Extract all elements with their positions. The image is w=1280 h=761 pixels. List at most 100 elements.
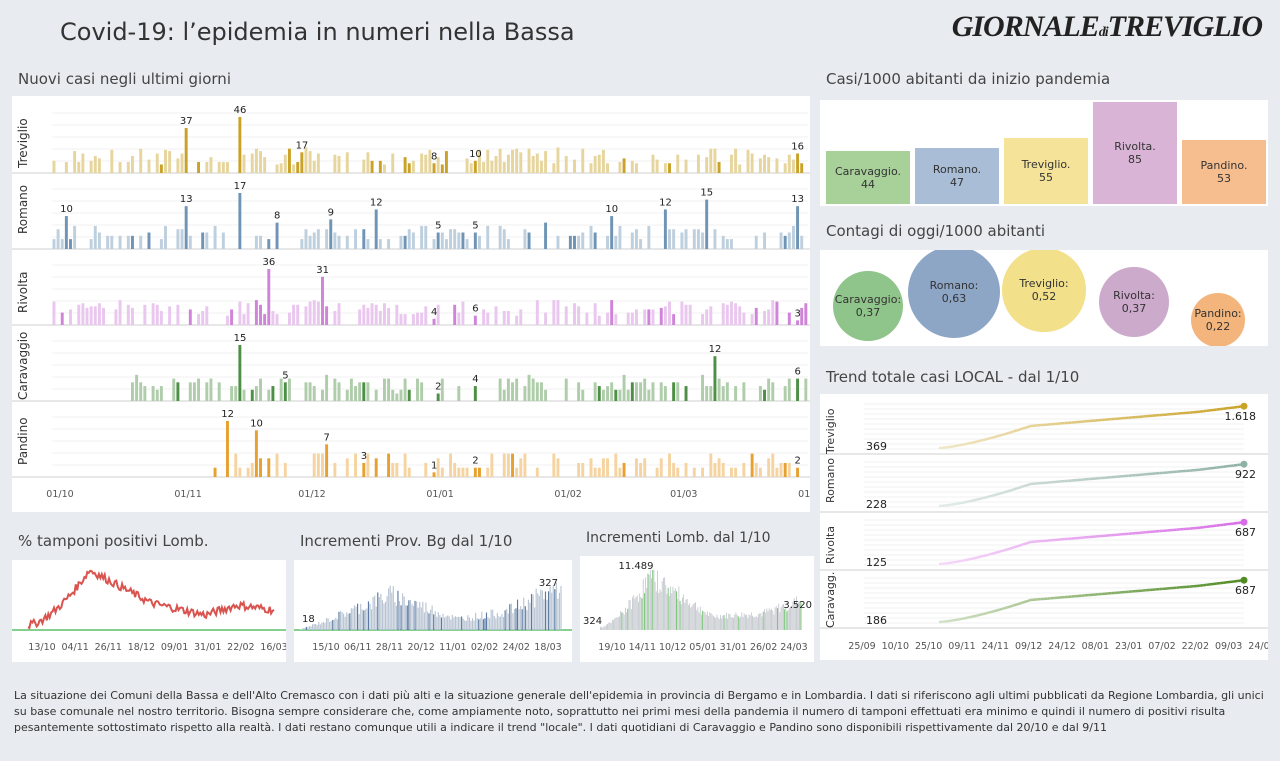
bar-romano xyxy=(577,235,581,249)
prov-bar xyxy=(502,617,505,630)
prov-bar xyxy=(454,616,456,630)
bar-romano xyxy=(713,229,717,249)
bar-romano xyxy=(403,235,407,249)
per1000-label: Treviglio. xyxy=(1021,158,1071,171)
today-value: 0,37 xyxy=(1121,301,1147,315)
lomb-bar xyxy=(723,614,725,630)
prov-bar xyxy=(495,618,497,630)
bar-treviglio xyxy=(403,157,407,173)
bar-pandino xyxy=(742,463,746,477)
bar-caravaggio xyxy=(502,389,506,401)
prov-bar xyxy=(461,616,463,630)
prov-bar xyxy=(506,608,508,630)
bar-romano xyxy=(440,232,444,249)
prov-bar xyxy=(346,612,348,630)
x-tick-label: 01/01 xyxy=(426,489,453,500)
lomb-bar xyxy=(616,617,618,630)
bar-rivolta xyxy=(763,311,766,325)
row-label: Caravagg. xyxy=(824,572,837,628)
trend-line-treviglio xyxy=(952,444,957,448)
trend-line-romano xyxy=(962,500,967,504)
value-label: 5 xyxy=(282,370,288,381)
bar-treviglio xyxy=(535,153,539,173)
bar-treviglio xyxy=(515,148,519,173)
prov-bar xyxy=(447,615,449,630)
prov-bar xyxy=(529,602,531,630)
prov-bar xyxy=(459,617,461,630)
bar-pandino xyxy=(775,467,779,477)
prov-bar xyxy=(532,594,534,630)
bar-romano xyxy=(701,232,705,249)
bar-rivolta xyxy=(626,312,630,325)
value-label: 12 xyxy=(221,409,234,420)
bar-rivolta xyxy=(577,306,581,325)
bar-romano xyxy=(213,225,217,249)
bar-romano xyxy=(354,229,358,249)
lomb-bar xyxy=(697,607,699,630)
bar-treviglio xyxy=(300,152,304,173)
bar-rivolta xyxy=(804,303,808,325)
lomb-bar xyxy=(681,597,683,630)
bar-rivolta xyxy=(60,312,64,325)
bar-rivolta xyxy=(416,312,419,325)
bar-treviglio xyxy=(589,163,593,173)
bar-treviglio xyxy=(436,157,440,173)
prov-bar xyxy=(409,599,411,630)
bar-romano xyxy=(639,239,643,249)
prov-bar xyxy=(489,618,491,630)
bar-romano xyxy=(763,232,766,249)
today-value: 0,63 xyxy=(941,292,967,305)
new-cases-title: Nuovi casi negli ultimi giorni xyxy=(18,70,231,88)
lomb-peak-label: 11.489 xyxy=(619,561,654,572)
bar-rivolta xyxy=(176,304,180,325)
prov-bar xyxy=(498,616,500,630)
bar-pandino xyxy=(606,458,610,477)
trend-line-treviglio xyxy=(986,437,991,441)
prov-bar xyxy=(397,590,399,630)
prov-bar xyxy=(400,605,402,630)
bar-caravaggio xyxy=(717,378,721,401)
bar-caravaggio xyxy=(796,378,800,401)
trend-line-treviglio xyxy=(1026,424,1031,429)
x-tick-label: 28/11 xyxy=(376,642,403,653)
trend-line-treviglio xyxy=(1023,425,1028,430)
lomb-bar xyxy=(640,597,642,630)
trend-line-caravagg. xyxy=(1026,598,1031,603)
tamponi-panel: 13/10 04/11 26/11 18/12 09/01 31/01 22/02 16/03 xyxy=(12,560,288,662)
bar-pandino xyxy=(779,463,783,477)
prov-bar xyxy=(534,607,536,630)
bar-pandino xyxy=(771,453,775,477)
bar-caravaggio xyxy=(407,389,411,401)
today-label: Caravaggio: xyxy=(834,292,902,306)
bar-treviglio xyxy=(709,148,713,173)
bar-treviglio xyxy=(97,158,101,173)
bar-rivolta xyxy=(502,311,506,325)
prov-bar xyxy=(425,602,427,630)
bar-pandino xyxy=(387,453,391,477)
bar-rivolta xyxy=(453,304,457,325)
prov-bar xyxy=(520,606,522,630)
bar-romano xyxy=(316,229,320,249)
trend-title: Trend totale casi LOCAL - dal 1/10 xyxy=(826,368,1080,386)
trend-line-caravagg. xyxy=(999,607,1004,611)
prov-bar xyxy=(305,626,307,630)
bar-pandino xyxy=(676,467,680,477)
x-tick-label: 19/10 xyxy=(598,642,625,653)
bar-caravaggio xyxy=(209,378,213,401)
bar-pandino xyxy=(432,472,436,477)
bar-rivolta xyxy=(395,304,399,325)
bar-treviglio xyxy=(787,154,791,173)
lomb-bar xyxy=(690,607,692,630)
trend-line-treviglio xyxy=(1013,429,1018,433)
bar-pandino xyxy=(577,463,581,477)
prov-last-label: 327 xyxy=(539,578,558,589)
bar-rivolta xyxy=(143,304,147,325)
lomb-bar xyxy=(749,615,751,630)
lomb-bar xyxy=(609,622,611,630)
value-label: 3 xyxy=(794,308,800,319)
bar-rivolta xyxy=(287,312,291,325)
bar-treviglio xyxy=(93,155,97,173)
today-bubble-3: Rivolta: 0,37 xyxy=(1098,266,1170,338)
bar-pandino xyxy=(593,467,597,477)
prov-bar xyxy=(318,621,320,630)
